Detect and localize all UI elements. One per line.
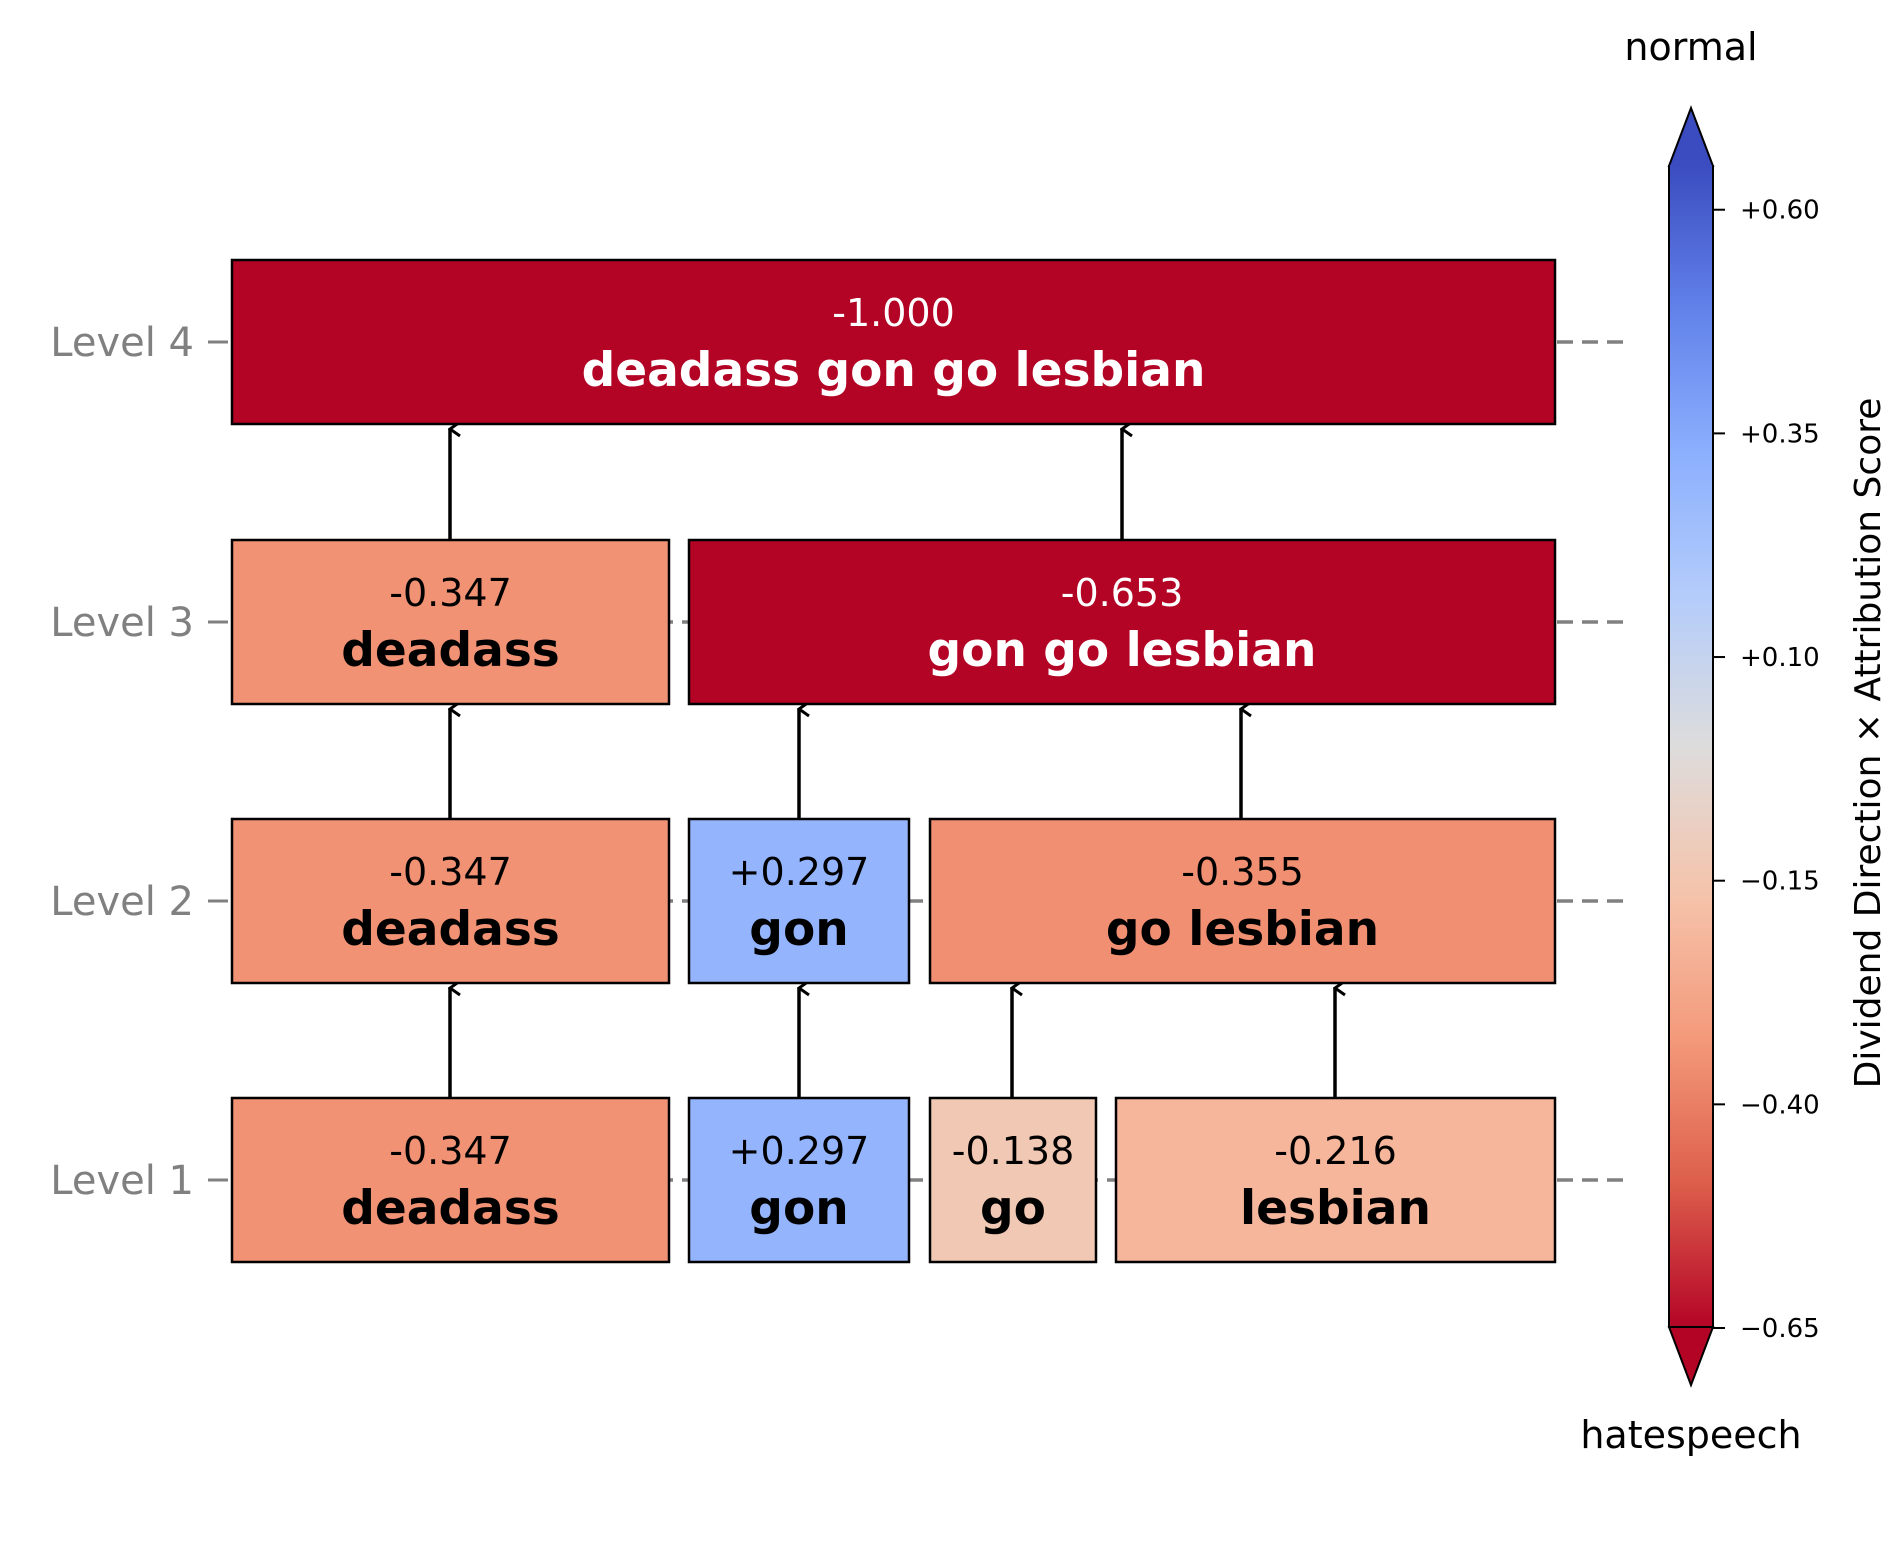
span-score: +0.297 bbox=[729, 850, 870, 894]
span-text: deadass bbox=[341, 1181, 560, 1236]
level-label: Level 3 bbox=[50, 600, 194, 646]
span-box-rect bbox=[928, 817, 1557, 985]
colorbar-tick-label: +0.60 bbox=[1740, 196, 1820, 226]
span-text: gon bbox=[749, 902, 848, 957]
span-box: -0.216 lesbian bbox=[1114, 1096, 1557, 1264]
colorbar-bottom-extension bbox=[1667, 1326, 1715, 1388]
colorbar-gradient bbox=[1669, 165, 1713, 1328]
span-box: -0.355 go lesbian bbox=[928, 817, 1557, 985]
span-text: gon go lesbian bbox=[928, 623, 1317, 678]
colorbar-tick-label: −0.65 bbox=[1740, 1314, 1820, 1344]
span-box-rect bbox=[230, 1096, 671, 1264]
span-box-rect bbox=[230, 258, 1557, 426]
span-box-rect bbox=[1114, 1096, 1557, 1264]
span-score: -0.355 bbox=[1181, 850, 1304, 894]
span-text: deadass bbox=[341, 623, 560, 678]
span-box-rect bbox=[230, 817, 671, 985]
colorbar-top-label: normal bbox=[1624, 25, 1757, 69]
span-score: +0.297 bbox=[729, 1129, 870, 1173]
span-score: -0.138 bbox=[952, 1129, 1075, 1173]
span-score: -0.347 bbox=[389, 1129, 512, 1173]
span-box-rect bbox=[687, 1096, 911, 1264]
span-text: go bbox=[980, 1181, 1046, 1236]
span-box-rect bbox=[687, 817, 911, 985]
merge-arrows bbox=[450, 429, 1335, 1098]
span-score: -0.347 bbox=[389, 850, 512, 894]
span-score: -0.653 bbox=[1061, 571, 1184, 615]
colorbar-tick-label: −0.40 bbox=[1740, 1090, 1820, 1120]
colorbar: normal +0.60 +0.35 +0.10 −0.15 −0.40 −0.65 ha… bbox=[1580, 25, 1889, 1457]
span-score: -0.347 bbox=[389, 571, 512, 615]
colorbar-outline bbox=[1668, 165, 1714, 1328]
span-text: lesbian bbox=[1240, 1181, 1431, 1236]
span-box: +0.297 gon bbox=[687, 1096, 911, 1264]
colorbar-ticks: +0.60 +0.35 +0.10 −0.15 −0.40 −0.65 bbox=[1713, 196, 1820, 1344]
span-box-rect bbox=[687, 538, 1557, 706]
span-box: -0.347 deadass bbox=[230, 817, 671, 985]
span-text: gon bbox=[749, 1181, 848, 1236]
span-box-rect bbox=[230, 538, 671, 706]
colorbar-bottom-label: hatespeech bbox=[1580, 1413, 1801, 1457]
span-text: deadass gon go lesbian bbox=[582, 343, 1206, 398]
span-box: -0.347 deadass bbox=[230, 538, 671, 706]
span-box: -0.347 deadass bbox=[230, 1096, 671, 1264]
span-score: -0.216 bbox=[1274, 1129, 1397, 1173]
span-box: -0.138 go bbox=[928, 1096, 1098, 1264]
level-label: Level 2 bbox=[50, 879, 194, 925]
span-text: go lesbian bbox=[1106, 902, 1379, 957]
span-box: -1.000 deadass gon go lesbian bbox=[230, 258, 1557, 426]
span-box: -0.653 gon go lesbian bbox=[687, 538, 1557, 706]
colorbar-top-extension bbox=[1667, 105, 1715, 167]
colorbar-title: Dividend Direction × Attribution Score bbox=[1848, 398, 1889, 1089]
span-text: deadass bbox=[341, 902, 560, 957]
level-axis: Level 1 Level 2 Level 3 Level 4 bbox=[50, 320, 228, 1204]
span-score: -1.000 bbox=[832, 291, 955, 335]
colorbar-tick-label: −0.15 bbox=[1740, 867, 1820, 897]
level-guide-lines bbox=[232, 340, 1625, 1182]
level-label: Level 1 bbox=[50, 1158, 194, 1204]
span-box: +0.297 gon bbox=[687, 817, 911, 985]
span-boxes: -0.347 deadass +0.297 gon -0.138 go -0.216 lesb… bbox=[230, 258, 1557, 1264]
span-box-rect bbox=[928, 1096, 1098, 1264]
colorbar-tick-label: +0.35 bbox=[1740, 419, 1820, 449]
colorbar-tick-label: +0.10 bbox=[1740, 643, 1820, 673]
level-label: Level 4 bbox=[50, 320, 194, 366]
